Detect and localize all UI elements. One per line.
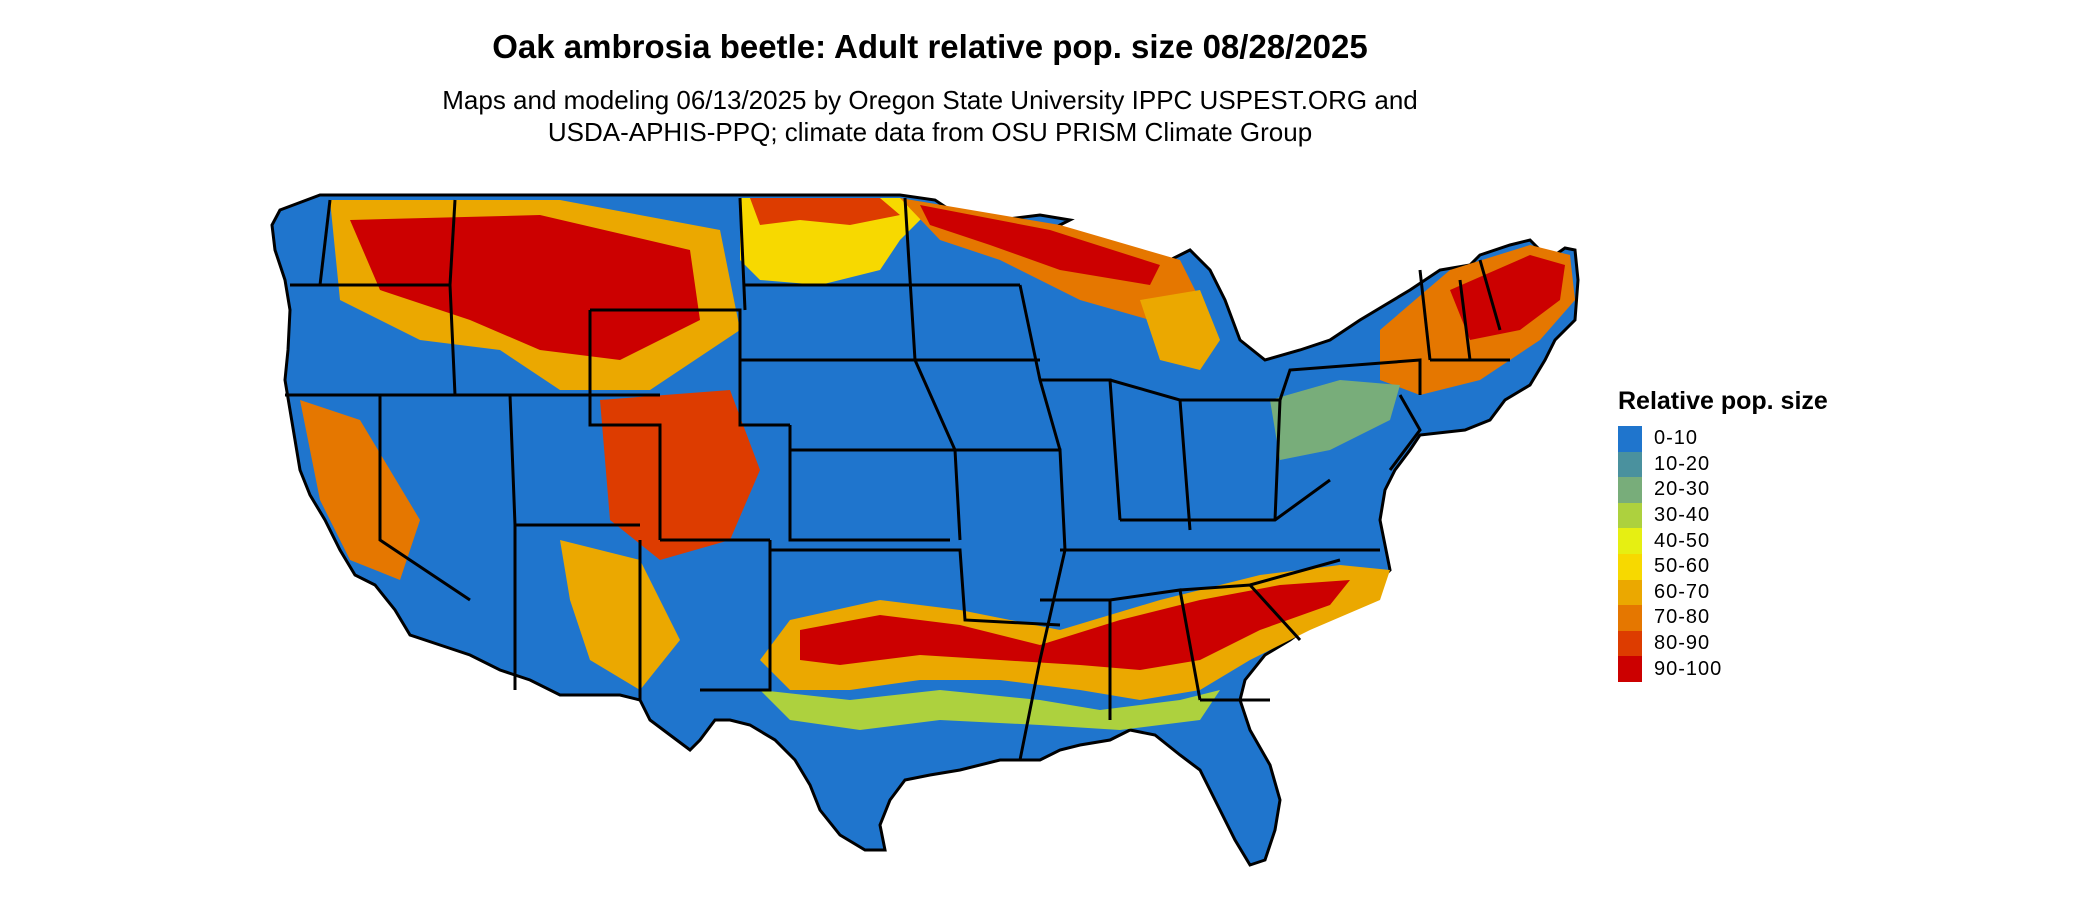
- legend-label: 60-70: [1654, 580, 1711, 603]
- subtitle-line-1: Maps and modeling 06/13/2025 by Oregon S…: [442, 85, 1418, 115]
- legend-label: 0-10: [1654, 427, 1699, 450]
- legend-item: 90-100: [1618, 656, 1828, 682]
- band-michigan: [1140, 290, 1220, 370]
- subtitle-line-2: USDA-APHIS-PPQ; climate data from OSU PR…: [547, 117, 1313, 147]
- legend-label: 40-50: [1654, 529, 1711, 552]
- band-sierra: [300, 400, 420, 580]
- legend-title: Relative pop. size: [1618, 387, 1828, 415]
- band-great-lakes-red: [920, 205, 1160, 285]
- legend-item: 30-40: [1618, 502, 1828, 529]
- legend-label: 30-40: [1654, 504, 1711, 527]
- band-rockies-mid: [600, 390, 760, 560]
- band-south-red: [800, 580, 1350, 670]
- legend-item: 20-30: [1618, 477, 1828, 503]
- legend-swatch: [1618, 426, 1642, 452]
- legend-label: 20-30: [1654, 478, 1711, 501]
- legend-swatch: [1618, 477, 1642, 503]
- legend-item: 70-80: [1618, 605, 1828, 631]
- legend-item: 50-60: [1618, 553, 1828, 580]
- legend-item: 60-70: [1618, 579, 1828, 606]
- heat-bands: [300, 198, 1575, 730]
- legend-swatch: [1618, 451, 1642, 478]
- legend-label: 50-60: [1654, 555, 1711, 578]
- band-northeast-red: [1450, 255, 1565, 340]
- legend-swatch: [1618, 656, 1642, 682]
- legend-item: 80-90: [1618, 630, 1828, 657]
- legend-item: 10-20: [1618, 451, 1828, 478]
- band-southwest: [560, 540, 680, 690]
- band-rockies-north-red: [350, 215, 700, 360]
- legend-swatch: [1618, 553, 1642, 580]
- legend-item: 0-10: [1618, 426, 1828, 452]
- band-ohio-valley: [1270, 380, 1400, 460]
- map-title: Oak ambrosia beetle: Adult relative pop.…: [492, 28, 1368, 65]
- legend-label: 70-80: [1654, 606, 1711, 629]
- legend-swatch: [1618, 630, 1642, 657]
- legend-swatch: [1618, 605, 1642, 631]
- legend: Relative pop. size 0-10 10-20 20-30 30-40 40…: [1618, 387, 1828, 682]
- legend-swatch: [1618, 502, 1642, 529]
- legend-item: 40-50: [1618, 528, 1828, 554]
- legend-items: 0-10 10-20 20-30 30-40 40-50 50-60 60-70 70-80 8…: [1618, 426, 1828, 682]
- band-south-yellow: [760, 690, 1220, 730]
- band-northern-plains-red: [750, 198, 900, 225]
- legend-label: 80-90: [1654, 632, 1711, 655]
- state-borders: [285, 197, 1510, 761]
- legend-label: 10-20: [1654, 452, 1711, 475]
- legend-swatch: [1618, 528, 1642, 554]
- map-subtitle: Maps and modeling 06/13/2025 by Oregon S…: [0, 84, 1860, 148]
- legend-swatch: [1618, 579, 1642, 606]
- legend-label: 90-100: [1654, 657, 1723, 680]
